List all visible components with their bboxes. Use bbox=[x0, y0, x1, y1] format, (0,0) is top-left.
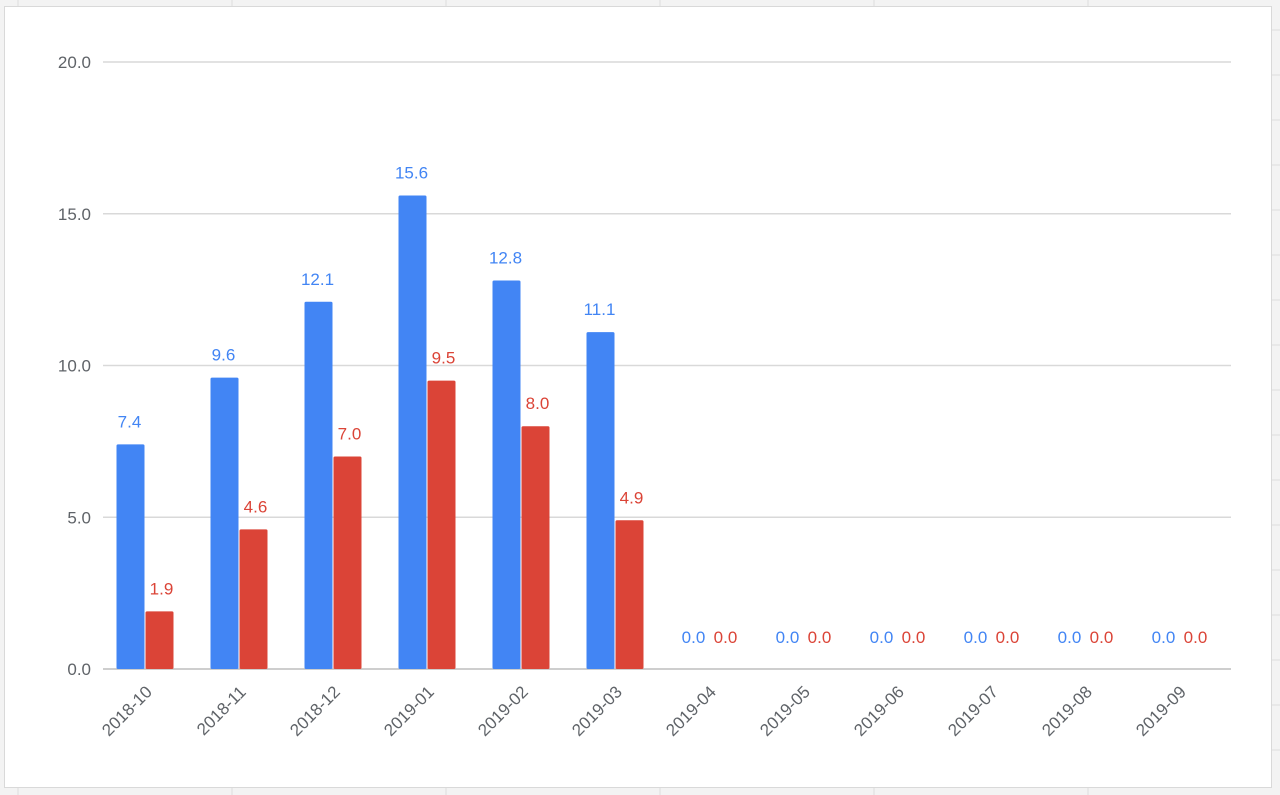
data-label-series-2: 9.5 bbox=[432, 349, 456, 368]
bar-series-2[interactable] bbox=[333, 456, 362, 669]
data-label-series-2: 4.6 bbox=[244, 497, 268, 516]
y-tick-label: 10.0 bbox=[58, 357, 91, 376]
x-tick-label: 2019-07 bbox=[944, 682, 1002, 740]
x-tick-label: 2019-02 bbox=[474, 682, 532, 740]
data-label-series-2: 8.0 bbox=[526, 394, 550, 413]
data-label-series-2: 0.0 bbox=[1184, 628, 1208, 647]
data-label-series-2: 0.0 bbox=[714, 628, 738, 647]
data-label-series-1: 7.4 bbox=[118, 412, 142, 431]
bar-series-2[interactable] bbox=[239, 529, 268, 669]
x-tick-label: 2019-09 bbox=[1132, 682, 1190, 740]
data-labels: 7.4 1.9 9.6 4.6 12.1 7.0 15.6 9.5 12.8 8.0 11.1 4.9… bbox=[118, 164, 1208, 647]
data-label-series-1: 0.0 bbox=[682, 628, 706, 647]
bar-series-2[interactable] bbox=[615, 520, 644, 669]
data-label-series-1: 0.0 bbox=[964, 628, 988, 647]
x-tick-label: 2018-10 bbox=[98, 682, 156, 740]
x-tick-label: 2019-03 bbox=[568, 682, 626, 740]
data-label-series-1: 12.8 bbox=[489, 249, 522, 268]
data-label-series-2: 7.0 bbox=[338, 425, 362, 444]
y-tick-label: 5.0 bbox=[67, 508, 91, 527]
x-tick-label: 2019-05 bbox=[756, 682, 814, 740]
y-axis-ticks: 0.0 5.0 10.0 15.0 20.0 bbox=[58, 53, 91, 679]
data-label-series-1: 0.0 bbox=[1152, 628, 1176, 647]
data-label-series-2: 0.0 bbox=[808, 628, 832, 647]
bars bbox=[116, 195, 644, 670]
x-tick-label: 2019-01 bbox=[380, 682, 438, 740]
y-tick-label: 15.0 bbox=[58, 205, 91, 224]
x-tick-label: 2019-08 bbox=[1038, 682, 1096, 740]
bar-series-1[interactable] bbox=[492, 280, 521, 669]
data-label-series-2: 4.9 bbox=[620, 488, 644, 507]
data-label-series-2: 0.0 bbox=[1090, 628, 1114, 647]
x-tick-label: 2018-11 bbox=[193, 682, 250, 739]
x-tick-label: 2019-06 bbox=[850, 682, 908, 740]
data-label-series-1: 15.6 bbox=[395, 164, 428, 183]
bar-series-1[interactable] bbox=[116, 444, 145, 669]
bar-series-1[interactable] bbox=[398, 195, 427, 670]
x-tick-label: 2018-12 bbox=[286, 682, 344, 740]
x-axis-ticks: 2018-10 2018-11 2018-12 2019-01 2019-02 2019-… bbox=[98, 682, 1190, 740]
bar-series-1[interactable] bbox=[586, 332, 615, 669]
data-label-series-2: 1.9 bbox=[150, 579, 174, 598]
data-label-series-1: 0.0 bbox=[870, 628, 894, 647]
x-tick-label: 2019-04 bbox=[662, 682, 720, 740]
data-label-series-2: 0.0 bbox=[996, 628, 1020, 647]
bar-series-1[interactable] bbox=[304, 301, 333, 669]
bar-series-1[interactable] bbox=[210, 377, 239, 669]
data-label-series-2: 0.0 bbox=[902, 628, 926, 647]
data-label-series-1: 11.1 bbox=[584, 300, 616, 319]
y-tick-label: 0.0 bbox=[67, 660, 91, 679]
y-tick-label: 20.0 bbox=[58, 53, 91, 72]
bar-series-2[interactable] bbox=[521, 426, 550, 669]
gridlines bbox=[103, 61, 1231, 670]
chart-container[interactable]: 0.0 5.0 10.0 15.0 20.0 7.4 1.9 9.6 4.6 12.1 7.0 15… bbox=[4, 6, 1272, 788]
bar-series-2[interactable] bbox=[427, 380, 456, 669]
data-label-series-1: 12.1 bbox=[301, 270, 334, 289]
data-label-series-1: 0.0 bbox=[776, 628, 800, 647]
data-label-series-1: 9.6 bbox=[212, 346, 236, 365]
bar-chart: 0.0 5.0 10.0 15.0 20.0 7.4 1.9 9.6 4.6 12.1 7.0 15… bbox=[58, 53, 1231, 740]
bar-series-2[interactable] bbox=[145, 611, 174, 669]
data-label-series-1: 0.0 bbox=[1058, 628, 1082, 647]
